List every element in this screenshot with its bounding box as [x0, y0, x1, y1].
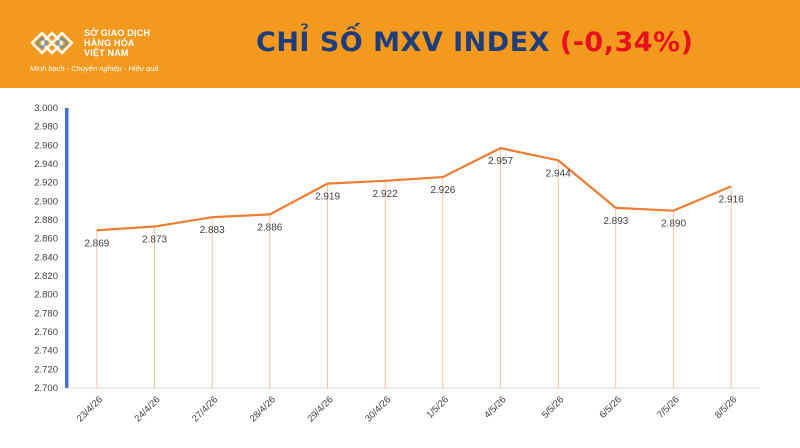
- page-title: CHỈ SỐ MXV INDEX (-0,34%): [256, 27, 693, 58]
- logo-line-1: SỞ GIAO DỊCH: [84, 28, 151, 38]
- y-tick-label: 2.740: [34, 346, 58, 357]
- x-tick-label: 1/5/26: [424, 394, 450, 420]
- data-label: 2.886: [257, 222, 282, 233]
- y-tick-label: 3.000: [34, 103, 58, 114]
- data-label: 2.869: [84, 238, 109, 249]
- y-tick-label: 2.920: [34, 178, 58, 189]
- y-tick-label: 2.840: [34, 252, 58, 263]
- mxv-index-line-chart: 2.700 2.720 2.740 2.760 2.780 2.800 2.820 2.840…: [34, 103, 760, 425]
- exchange-logo: SỞ GIAO DỊCH HÀNG HÓA VIỆT NAM Minh bạch…: [28, 26, 178, 76]
- x-tick-label: 5/5/26: [540, 394, 566, 420]
- x-tick-label: 7/5/26: [655, 394, 681, 420]
- data-label: 2.883: [200, 225, 225, 236]
- logo-name: SỞ GIAO DỊCH HÀNG HÓA VIỆT NAM: [84, 28, 150, 58]
- y-tick-label: 2.780: [34, 308, 58, 319]
- data-label: 2.922: [373, 189, 398, 200]
- x-tick-label: 8/5/26: [713, 394, 739, 420]
- x-tick-label: 23/4/26: [75, 394, 105, 424]
- x-tick-label: 27/4/26: [190, 394, 220, 424]
- data-label: 2.916: [719, 194, 744, 205]
- y-tick-label: 2.720: [34, 364, 58, 375]
- y-tick-label: 2.900: [34, 196, 58, 207]
- series-line: [96, 147, 732, 232]
- y-tick-label: 2.960: [34, 140, 58, 151]
- logo-slogan: Minh bạch - Chuyên nghiệp - Hiệu quả: [30, 64, 159, 73]
- y-tick-label: 2.940: [34, 159, 58, 170]
- y-tick-label: 2.800: [34, 290, 58, 301]
- logo-line-2: HÀNG HÓA: [84, 38, 135, 48]
- y-axis-bar: [65, 108, 69, 388]
- index-change: (-0,34%): [559, 27, 694, 58]
- data-label: 2.944: [546, 168, 571, 179]
- data-label: 2.957: [488, 156, 513, 167]
- data-label: 2.919: [315, 192, 340, 203]
- data-label: 2.893: [603, 216, 628, 227]
- x-tick-label: 29/4/26: [305, 394, 335, 424]
- x-tick-label: 6/5/26: [597, 394, 623, 420]
- logo-line-3: VIỆT NAM: [84, 48, 129, 58]
- y-tick-label: 2.880: [34, 215, 58, 226]
- y-tick-label: 2.700: [34, 383, 58, 394]
- logo-mark-icon: [30, 31, 74, 55]
- y-tick-label: 2.980: [34, 122, 58, 133]
- x-tick-label: 24/4/26: [132, 394, 162, 424]
- data-label: 2.890: [661, 219, 686, 230]
- title-text: CHỈ SỐ MXV INDEX: [256, 27, 550, 58]
- x-tick-label: 4/5/26: [482, 394, 508, 420]
- header-banner: SỞ GIAO DỊCH HÀNG HÓA VIỆT NAM Minh bạch…: [0, 0, 800, 88]
- y-tick-label: 2.820: [34, 271, 58, 282]
- x-tick-label: 30/4/26: [363, 394, 393, 424]
- y-tick-label: 2.760: [34, 327, 58, 338]
- data-label: 2.873: [142, 235, 167, 246]
- x-tick-label: 28/4/26: [248, 394, 278, 424]
- y-tick-label: 2.860: [34, 234, 58, 245]
- data-label: 2.926: [430, 185, 455, 196]
